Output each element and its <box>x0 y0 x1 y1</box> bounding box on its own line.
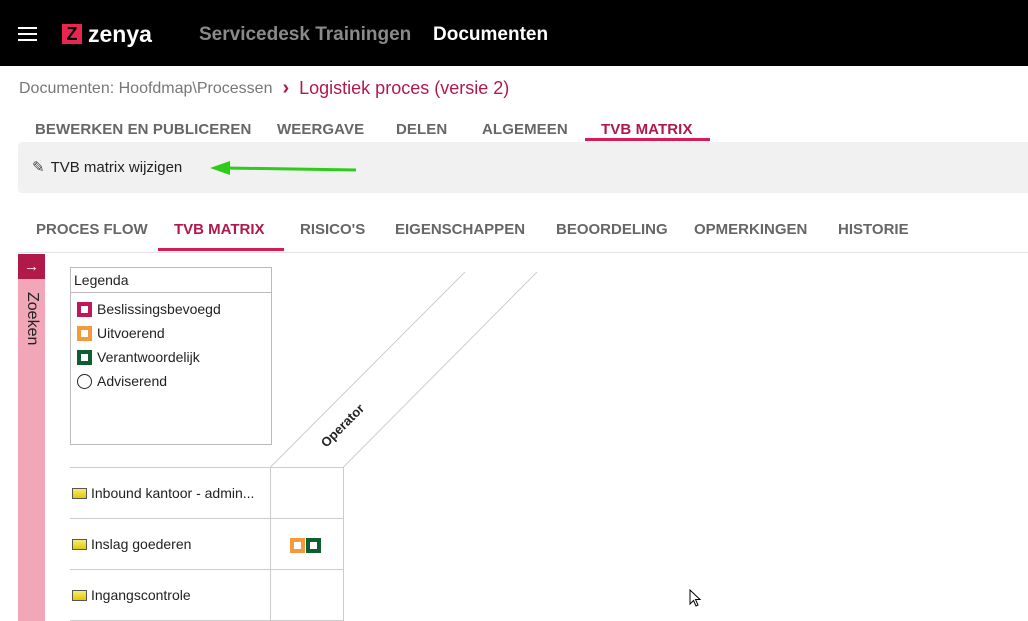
toolbar: ✎ TVB matrix wijzigen <box>18 142 1028 193</box>
menu-icon[interactable] <box>18 27 37 41</box>
folder-icon <box>72 487 87 499</box>
active-tab-indicator <box>585 138 710 141</box>
edit-label: TVB matrix wijzigen <box>50 158 183 176</box>
doctab-opmerkingen[interactable]: OPMERKINGEN <box>694 221 808 238</box>
green-square-icon <box>77 349 92 365</box>
workspace-title[interactable]: Servicedesk Trainingen <box>199 24 412 45</box>
legend-label: Uitvoerend <box>97 325 165 341</box>
legend-label: Verantwoordelijk <box>97 349 200 365</box>
matrix-right-border <box>343 467 344 621</box>
matrix-row[interactable]: Inbound kantoor - admin... <box>70 468 343 519</box>
legend-item-uitvoerend: Uitvoerend <box>77 325 165 341</box>
logo-text: zenya <box>88 21 152 47</box>
matrix-cell-operator[interactable] <box>290 538 321 553</box>
doctab-risicos[interactable]: RISICO'S <box>300 221 366 238</box>
tab-tvb-matrix[interactable]: TVB MATRIX <box>601 121 693 138</box>
pencil-icon: ✎ <box>32 159 45 176</box>
pink-square-icon <box>77 301 92 317</box>
search-sidebar[interactable]: → Zoeken <box>18 254 45 621</box>
legend-item-verantwoordelijk: Verantwoordelijk <box>77 349 200 365</box>
matrix-row[interactable]: Ingangscontrole <box>70 570 343 621</box>
breadcrumb-current: Logistiek proces (versie 2) <box>299 78 510 98</box>
legend-label: Beslissingsbevoegd <box>97 301 221 317</box>
legend-item-beslissingsbevoegd: Beslissingsbevoegd <box>77 301 221 317</box>
expand-arrow-icon[interactable]: → <box>18 254 45 279</box>
doctab-eigenschappen[interactable]: EIGENSCHAPPEN <box>395 221 526 238</box>
legend-title: Legenda <box>71 268 271 293</box>
green-arrow-annotation <box>210 161 357 175</box>
zenya-logo[interactable]: Z zenya <box>62 21 152 47</box>
matrix-top-border <box>70 467 343 468</box>
folder-icon <box>72 589 87 601</box>
tabs-divider <box>18 252 1028 253</box>
matrix-row[interactable]: Inslag goederen <box>70 519 343 570</box>
tab-delen[interactable]: DELEN <box>396 121 448 138</box>
row-label-text: Ingangscontrole <box>91 587 191 603</box>
legend-label: Adviserend <box>97 373 168 389</box>
sidebar-label: Zoeken <box>24 292 41 346</box>
verantwoordelijk-marker-icon <box>306 538 321 553</box>
section-title[interactable]: Documenten <box>433 24 549 45</box>
row-label: Inslag goederen <box>72 536 268 552</box>
breadcrumb-path[interactable]: Documenten: Hoofdmap\Processen <box>19 79 273 97</box>
breadcrumb-chevron-icon: › <box>282 77 290 99</box>
doctab-proces-flow[interactable]: PROCES FLOW <box>36 221 148 238</box>
doctab-active-indicator <box>158 248 284 251</box>
tab-weergave[interactable]: WEERGAVE <box>277 121 365 138</box>
tab-bewerken-en-publiceren[interactable]: BEWERKEN EN PUBLICEREN <box>35 121 252 138</box>
orange-square-icon <box>77 325 92 341</box>
uitvoerend-marker-icon <box>290 538 305 553</box>
row-label-text: Inbound kantoor - admin... <box>91 485 255 501</box>
folder-icon <box>72 538 87 550</box>
tab-algemeen[interactable]: ALGEMEEN <box>482 121 568 138</box>
circle-icon <box>77 373 92 389</box>
breadcrumb: Documenten: Hoofdmap\Processen › Logisti… <box>19 77 509 100</box>
legend-item-adviserend: Adviserend <box>77 373 167 389</box>
app-header: Z zenya Servicedesk Trainingen Documente… <box>0 0 1028 66</box>
doctab-beoordeling[interactable]: BEOORDELING <box>556 221 668 238</box>
mouse-cursor-icon <box>689 589 702 607</box>
logo-mark-icon: Z <box>62 24 82 44</box>
row-label: Ingangscontrole <box>72 587 268 603</box>
edit-tvb-matrix-button[interactable]: ✎ TVB matrix wijzigen <box>32 158 183 177</box>
matrix-col-divider <box>270 467 271 621</box>
doctab-tvb-matrix[interactable]: TVB MATRIX <box>174 221 265 238</box>
row-label: Inbound kantoor - admin... <box>72 485 268 501</box>
row-label-text: Inslag goederen <box>91 536 192 552</box>
doctab-historie[interactable]: HISTORIE <box>838 221 909 238</box>
legend-box: Legenda Beslissingsbevoegd Uitvoerend Ve… <box>70 267 272 445</box>
